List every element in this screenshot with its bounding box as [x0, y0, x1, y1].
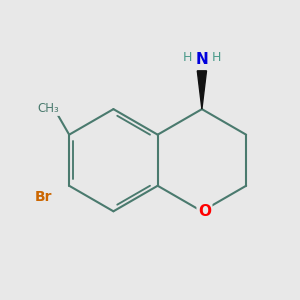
Text: CH₃: CH₃ [38, 102, 59, 115]
Text: H: H [212, 50, 221, 64]
Text: H: H [183, 50, 192, 64]
Text: O: O [198, 204, 211, 219]
Polygon shape [197, 71, 206, 109]
Text: Br: Br [34, 190, 52, 204]
Text: N: N [196, 52, 208, 67]
